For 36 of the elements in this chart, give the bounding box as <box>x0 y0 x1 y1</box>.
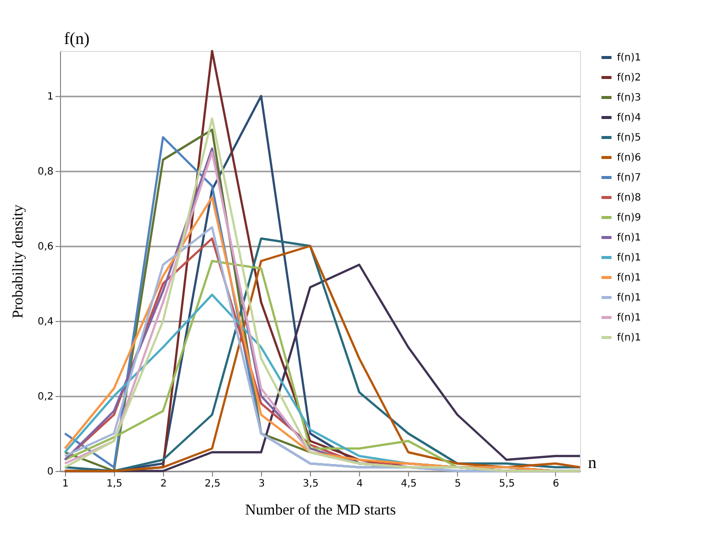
y-tick-label: 0,4 <box>38 316 54 328</box>
legend-label: f(n)3 <box>617 92 642 104</box>
y-tick-label: 0,6 <box>38 242 54 252</box>
legend-label: f(n)1 <box>617 52 642 64</box>
legend-label: f(n)7 <box>617 172 642 184</box>
x-tick-label: 1 <box>62 478 69 490</box>
x-tick-label: 4 <box>356 478 363 490</box>
legend-label: f(n)1 <box>617 312 642 324</box>
y-tick-label: 0,2 <box>38 392 54 402</box>
x-tick-label: 5,5 <box>498 478 515 490</box>
legend-label: f(n)6 <box>617 152 642 164</box>
y-axis-title: Probability density <box>10 204 27 318</box>
y-tick-label: 0,8 <box>38 166 54 178</box>
x-tick-label: 3 <box>258 478 265 490</box>
x-tick-label: 4,5 <box>400 478 417 490</box>
legend-label: f(n)1 <box>617 252 642 264</box>
x-tick-label: 5 <box>454 478 462 490</box>
x-axis-title: Number of the MD starts <box>245 502 396 518</box>
text: n <box>588 453 597 472</box>
x-tick-label: 2 <box>160 478 167 490</box>
legend-label: f(n)1 <box>617 272 642 284</box>
legend-label: f(n)1 <box>617 232 642 244</box>
x-tick-label: 6 <box>552 478 560 490</box>
x-tick-label: 1,5 <box>106 478 122 490</box>
x-tick-label: 3,5 <box>302 478 319 490</box>
legend-label: f(n)8 <box>617 192 642 204</box>
y-tick-label: 1 <box>47 92 54 102</box>
legend-label: f(n)4 <box>617 112 642 124</box>
legend-label: f(n)1 <box>617 292 642 304</box>
text: f(n) <box>64 29 90 48</box>
legend-label: f(n)2 <box>617 72 642 84</box>
legend-label: f(n)1 <box>617 332 642 344</box>
x-tick-label: 2,5 <box>204 478 221 490</box>
legend-label: f(n)9 <box>617 212 642 224</box>
y-tick-label: 0 <box>47 466 54 478</box>
legend-label: f(n)5 <box>617 132 642 144</box>
